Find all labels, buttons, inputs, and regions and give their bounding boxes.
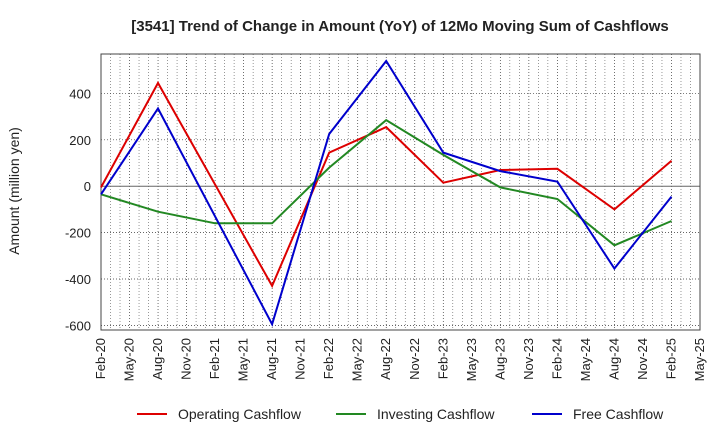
x-tick-label: Feb-23 — [435, 338, 450, 379]
x-tick-label: Nov-24 — [635, 338, 650, 380]
x-tick-label: Feb-25 — [663, 338, 678, 379]
x-tick-label: May-24 — [578, 338, 593, 381]
x-tick-label: Aug-23 — [492, 338, 507, 380]
x-tick-label: Nov-23 — [521, 338, 536, 380]
legend-label: Operating Cashflow — [178, 406, 302, 422]
major-gridlines — [100, 54, 701, 330]
plot-area: -600 -400 -200 0 200 400 Feb-20 May-20 Aug-20 Nov… — [65, 53, 707, 381]
legend: Operating Cashflow Investing Cashflow Free… — [137, 406, 664, 422]
x-tick-label: Aug-24 — [606, 338, 621, 380]
x-axis-ticks: Feb-20 May-20 Aug-20 Nov-20 Feb-21 May-21 Aug-… — [93, 338, 707, 381]
x-tick-label: Aug-22 — [378, 338, 393, 380]
x-tick-label: May-22 — [350, 338, 365, 381]
y-axis-label: Amount (million yen) — [6, 127, 22, 255]
y-tick-label: 400 — [69, 86, 91, 101]
x-tick-label: Aug-20 — [150, 338, 165, 380]
series-line-investing-cashflow — [100, 118, 672, 247]
y-tick-label: -600 — [65, 318, 91, 333]
x-tick-label: Feb-22 — [321, 338, 336, 379]
chart-title: [3541] Trend of Change in Amount (YoY) o… — [131, 18, 669, 35]
y-tick-label: -200 — [65, 226, 91, 241]
x-tick-label: May-21 — [236, 338, 251, 381]
x-tick-label: May-25 — [692, 338, 707, 381]
x-tick-label: Nov-22 — [407, 338, 422, 380]
legend-item-operating-cashflow: Operating Cashflow — [137, 406, 302, 422]
plot-background — [101, 54, 700, 330]
legend-label: Investing Cashflow — [377, 406, 495, 422]
x-tick-label: May-20 — [122, 338, 137, 381]
plot-border — [100, 53, 701, 331]
series-line-free-cashflow — [100, 59, 673, 327]
series-line-operating-cashflow — [100, 80, 673, 289]
x-tick-label: Nov-21 — [293, 338, 308, 380]
x-tick-label: Aug-21 — [264, 338, 279, 380]
legend-item-investing-cashflow: Investing Cashflow — [336, 406, 495, 422]
x-tick-label: May-23 — [464, 338, 479, 381]
x-tick-label: Feb-21 — [207, 338, 222, 379]
x-tick-label: Nov-20 — [179, 338, 194, 380]
y-tick-label: 200 — [69, 133, 91, 148]
y-tick-label: 0 — [84, 179, 91, 194]
legend-label: Free Cashflow — [573, 406, 664, 422]
y-axis-ticks: -600 -400 -200 0 200 400 — [65, 86, 91, 333]
x-tick-label: Feb-24 — [549, 338, 564, 379]
legend-item-free-cashflow: Free Cashflow — [532, 406, 664, 422]
y-tick-label: -400 — [65, 272, 91, 287]
x-tick-label: Feb-20 — [93, 338, 108, 379]
minor-gridlines — [110, 54, 691, 330]
